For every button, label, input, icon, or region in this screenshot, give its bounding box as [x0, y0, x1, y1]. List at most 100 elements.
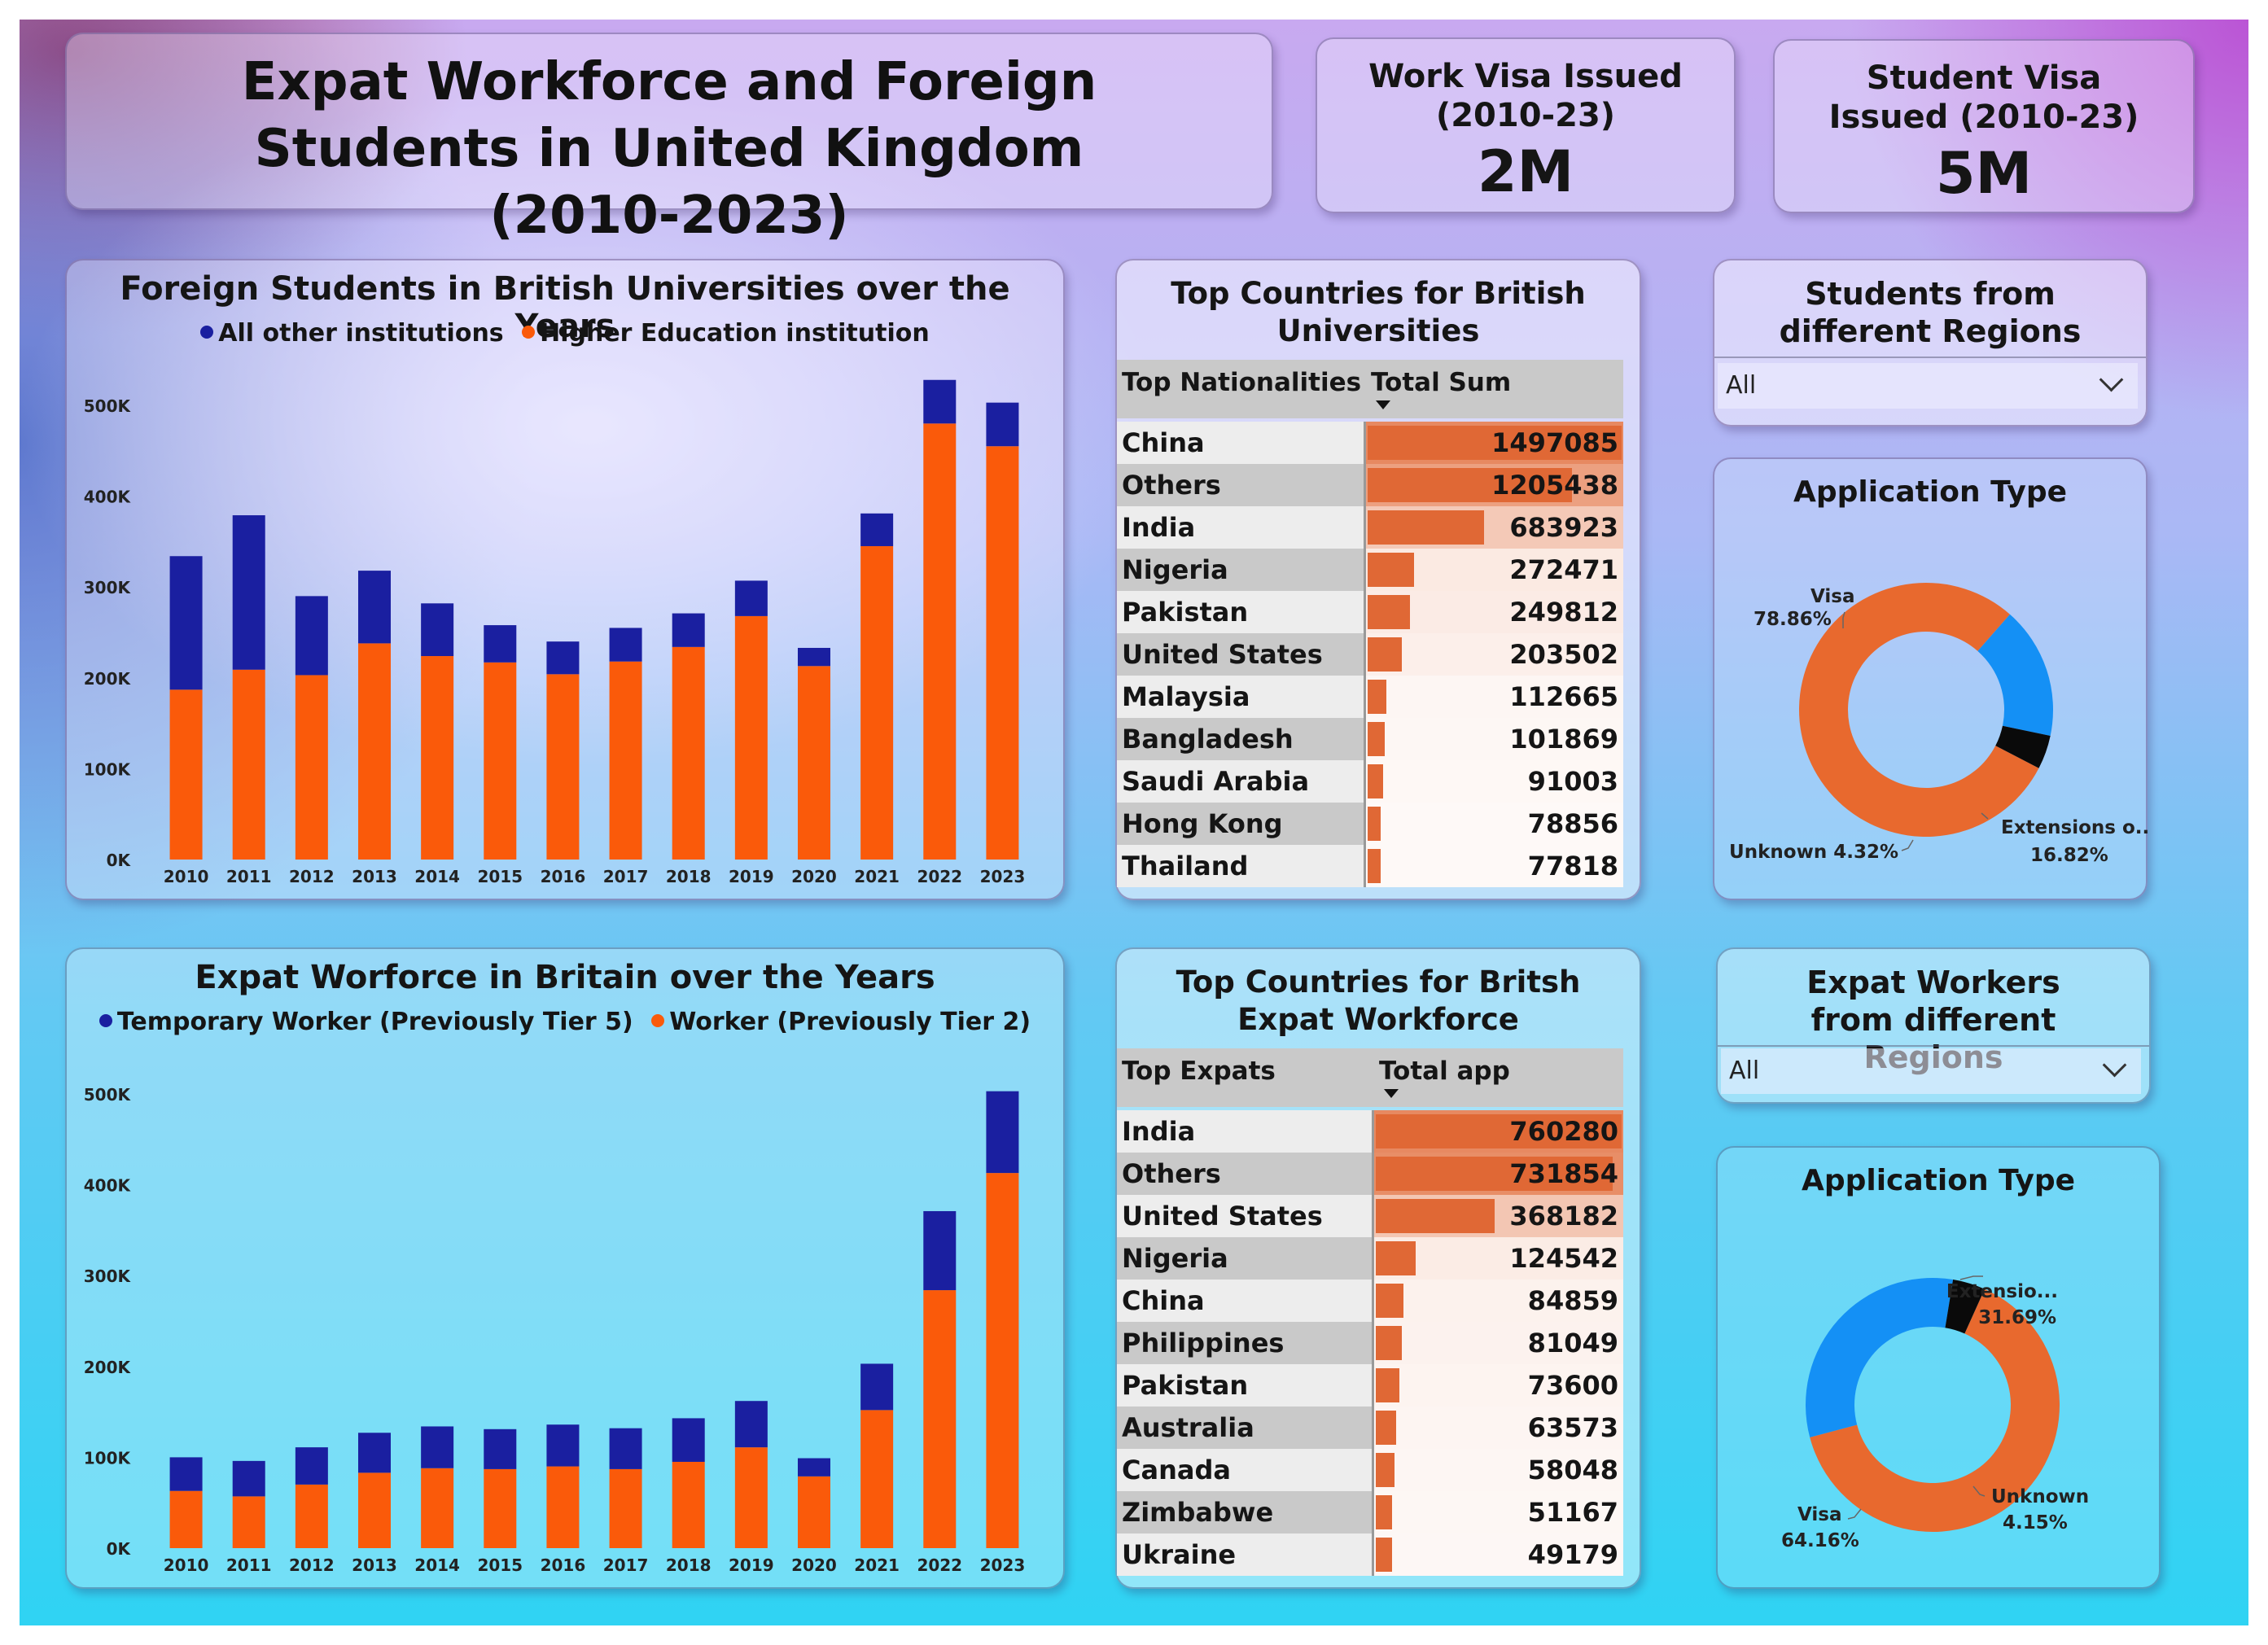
value-cell: 368182	[1374, 1195, 1623, 1237]
title-card: Expat Workforce and Foreign Students in …	[65, 33, 1273, 246]
value-text: 124542	[1509, 1243, 1618, 1274]
value-bar	[1368, 595, 1411, 629]
value-text: 272471	[1509, 554, 1618, 585]
table-row[interactable]: India 760280	[1117, 1110, 1623, 1153]
table-row[interactable]: Thailand 77818	[1117, 845, 1623, 887]
x-tick-label: 2012	[289, 867, 335, 886]
y-tick-label: 100K	[84, 1448, 132, 1468]
legend-item-higher-education[interactable]: Higher Education institution	[522, 319, 930, 348]
x-tick-label: 2016	[541, 1555, 586, 1575]
table-row[interactable]: Ukraine 49179	[1117, 1533, 1623, 1576]
table-row[interactable]: Nigeria 124542	[1117, 1237, 1623, 1280]
workers-bar-2016-navy	[546, 1424, 580, 1467]
students-bar-2016-orange	[546, 674, 580, 860]
value-bar	[1368, 722, 1386, 756]
donut-slice-visa	[1799, 583, 2039, 837]
slicer-divider	[1718, 1045, 2149, 1047]
student-visa-card: Student Visa Issued (2010-23) 5M	[1773, 39, 2195, 213]
legend-dot-navy	[99, 1013, 112, 1027]
table-row[interactable]: Nigeria 272471	[1117, 549, 1623, 591]
sort-desc-icon[interactable]	[1376, 400, 1390, 409]
x-tick-label: 2019	[729, 1555, 774, 1575]
table-row[interactable]: United States 203502	[1117, 633, 1623, 676]
workers-table-title: Top Countries for Britsh Expat Workforce	[1176, 965, 1581, 1037]
value-text: 63573	[1527, 1412, 1618, 1443]
x-tick-label: 2023	[980, 867, 1026, 886]
workers-bar-2015-orange	[484, 1468, 517, 1548]
legend-item-temporary-worker[interactable]: Temporary Worker (Previously Tier 5)	[99, 1008, 633, 1036]
donut-data-label: Visa	[1810, 586, 1855, 607]
x-tick-label: 2020	[791, 1555, 837, 1575]
country-cell: Malaysia	[1117, 676, 1366, 718]
students-bar-2019-orange	[734, 615, 768, 860]
workers-bar-2017-orange	[609, 1468, 642, 1548]
value-text: 73600	[1527, 1370, 1618, 1401]
table-row[interactable]: Pakistan 249812	[1117, 591, 1623, 633]
value-text: 731854	[1509, 1158, 1618, 1189]
x-tick-label: 2012	[289, 1555, 335, 1575]
country-cell: China	[1117, 1280, 1374, 1322]
students-bar-2015-navy	[484, 625, 517, 663]
table-row[interactable]: Pakistan 73600	[1117, 1364, 1623, 1407]
table-row[interactable]: United States 368182	[1117, 1195, 1623, 1237]
students-bar-2014-orange	[421, 656, 454, 860]
table-row[interactable]: Zimbabwe 51167	[1117, 1491, 1623, 1533]
x-tick-label: 2015	[477, 867, 523, 886]
workers-bar-2018-navy	[672, 1418, 705, 1462]
x-tick-label: 2022	[917, 1555, 962, 1575]
col-header-nationalities[interactable]: Top Nationalities	[1122, 368, 1362, 397]
value-cell: 49179	[1374, 1533, 1623, 1576]
students-chart-card: Foreign Students in British Universities…	[65, 259, 1065, 900]
table-row[interactable]: Canada 58048	[1117, 1449, 1623, 1491]
workers-bar-2020-orange	[798, 1476, 830, 1548]
donut-leader-line	[1847, 1508, 1862, 1520]
table-row[interactable]: Australia 63573	[1117, 1407, 1623, 1449]
table-row[interactable]: Hong Kong 78856	[1117, 803, 1623, 845]
value-text: 81049	[1527, 1328, 1618, 1358]
table-row[interactable]: Others 1205438	[1117, 464, 1623, 506]
table-row[interactable]: China 84859	[1117, 1280, 1623, 1322]
table-row[interactable]: China 1497085	[1117, 422, 1623, 464]
students-table-card: Top Countries for British Universities T…	[1115, 259, 1641, 900]
country-cell: Pakistan	[1117, 591, 1366, 633]
value-bar	[1376, 1241, 1416, 1275]
legend-label: All other institutions	[218, 319, 504, 348]
value-bar	[1376, 1199, 1495, 1233]
workers-donut-title: Application Type	[1801, 1164, 2076, 1197]
col-header-total-app[interactable]: Total app	[1379, 1057, 1510, 1086]
col-header-total-sum[interactable]: Total Sum	[1371, 368, 1512, 397]
value-text: 1205438	[1491, 470, 1618, 501]
value-cell: 112665	[1366, 676, 1623, 718]
col-header-top-expats[interactable]: Top Expats	[1122, 1057, 1276, 1086]
workers-bar-2022-orange	[923, 1290, 957, 1548]
value-cell: 73600	[1374, 1364, 1623, 1407]
donut-slice-extensions-o-	[1977, 614, 2053, 737]
students-bar-2022-navy	[923, 379, 957, 424]
legend-item-other-institutions[interactable]: All other institutions	[200, 319, 504, 348]
y-tick-label: 100K	[84, 759, 132, 779]
table-row[interactable]: India 683923	[1117, 506, 1623, 549]
value-cell: 1497085	[1366, 422, 1623, 464]
table-row[interactable]: Philippines 81049	[1117, 1322, 1623, 1364]
legend-item-worker[interactable]: Worker (Previously Tier 2)	[651, 1008, 1031, 1036]
table-row[interactable]: Saudi Arabia 91003	[1117, 760, 1623, 803]
value-bar	[1376, 1157, 1613, 1191]
students-bar-2017-orange	[609, 661, 642, 860]
table-row[interactable]: Malaysia 112665	[1117, 676, 1623, 718]
sort-desc-icon[interactable]	[1384, 1089, 1399, 1098]
x-tick-label: 2013	[352, 1555, 397, 1575]
value-cell: 683923	[1366, 506, 1623, 549]
table-row[interactable]: Others 731854	[1117, 1153, 1623, 1195]
value-text: 368182	[1509, 1201, 1618, 1232]
value-text: 760280	[1509, 1116, 1618, 1147]
value-text: 84859	[1527, 1285, 1618, 1316]
value-cell: 101869	[1366, 718, 1623, 760]
y-tick-label: 300K	[84, 578, 132, 597]
students-table-title: Top Countries for British Universities	[1171, 276, 1586, 348]
students-region-dropdown[interactable]: All	[1718, 363, 2138, 409]
value-bar	[1376, 1284, 1403, 1318]
value-bar	[1376, 1538, 1392, 1572]
table-row[interactable]: Bangladesh 101869	[1117, 718, 1623, 760]
students-application-type-card: Application Type Visa 78.86% Extensions o.…	[1713, 457, 2148, 900]
workers-region-dropdown[interactable]: All	[1721, 1048, 2141, 1094]
